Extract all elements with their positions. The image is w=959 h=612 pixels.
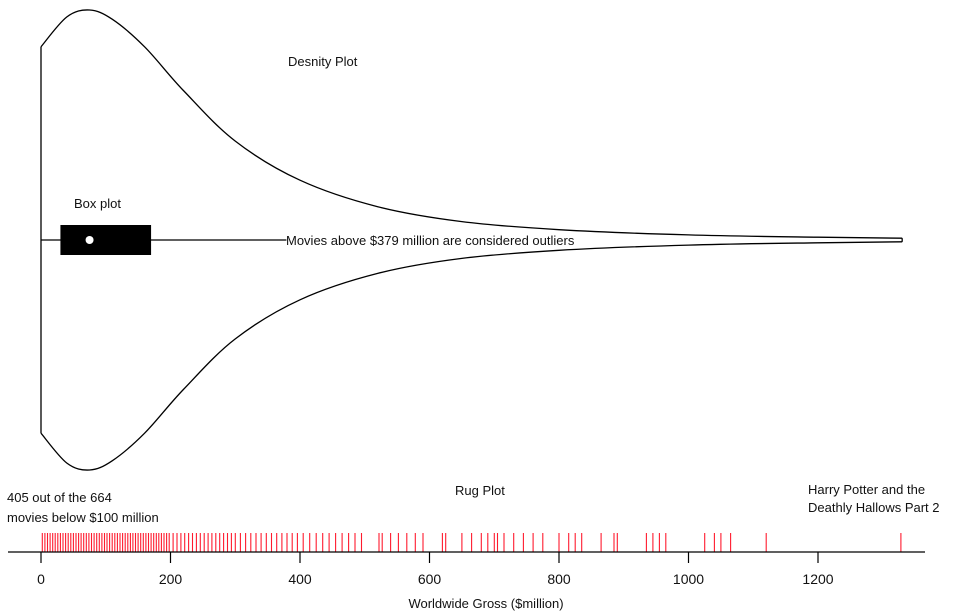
density-curve-upper	[40, 9, 903, 239]
box-iqr	[60, 225, 152, 255]
x-tick-label: 200	[159, 571, 183, 587]
x-tick-label: 800	[547, 571, 571, 587]
density-curve-lower	[40, 241, 903, 471]
x-tick-label: 1000	[673, 571, 704, 587]
density-plot-label: Desnity Plot	[288, 54, 358, 69]
x-tick-label: 600	[418, 571, 442, 587]
box-median-dot	[85, 236, 94, 244]
x-tick-label: 1200	[802, 571, 833, 587]
box-plot-label: Box plot	[74, 196, 121, 211]
rug-layer	[41, 533, 902, 552]
below-100-annotation-line1: 405 out of the 664	[7, 490, 112, 505]
x-axis: 0 200 400 600 800 1000 1200	[8, 551, 925, 587]
max-movie-annotation-line1: Harry Potter and the	[808, 482, 925, 497]
x-tick-label: 400	[288, 571, 312, 587]
below-100-annotation-line2: movies below $100 million	[7, 510, 159, 525]
outliers-annotation: Movies above $379 million are considered…	[286, 233, 575, 248]
x-tick-label: 0	[37, 571, 45, 587]
rug-plot-label: Rug Plot	[455, 483, 505, 498]
x-axis-title: Worldwide Gross ($million)	[408, 596, 563, 611]
box-plot-layer	[41, 225, 287, 255]
max-movie-annotation-line2: Deathly Hallows Part 2	[808, 500, 940, 515]
